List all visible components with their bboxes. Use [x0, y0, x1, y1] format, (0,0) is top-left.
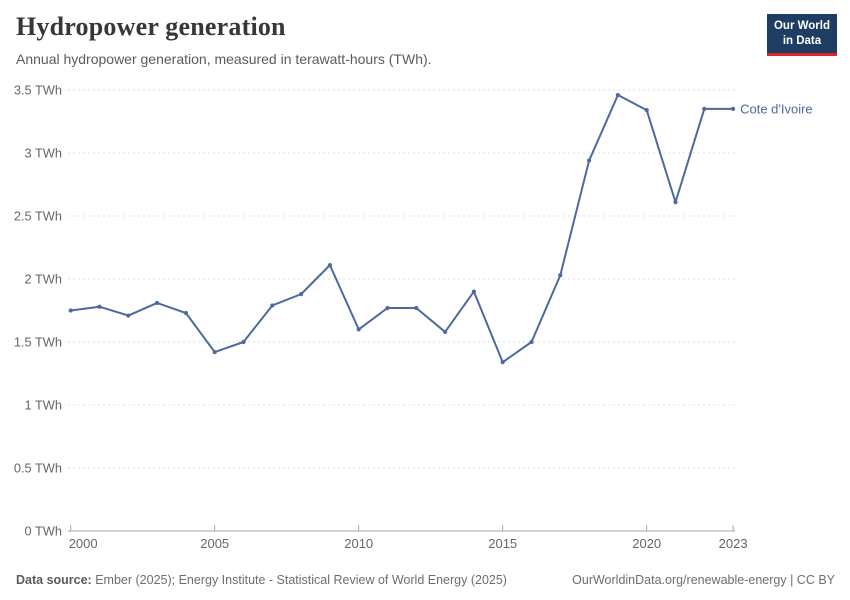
data-point-2004[interactable] [183, 310, 188, 316]
x-tick-label: 2023 [719, 536, 748, 551]
data-point-2011[interactable] [385, 305, 390, 311]
logo-line2: in Data [782, 34, 822, 47]
chart-title: Hydropower generation [16, 12, 286, 41]
x-tick-label: 2005 [200, 536, 229, 551]
y-tick-label: 0 TWh [25, 524, 62, 539]
series-label-cote-d-ivoire[interactable]: Cote d'Ivoire [740, 101, 813, 116]
data-point-2009[interactable] [327, 263, 332, 268]
logo-line1: Our World [773, 20, 830, 32]
data-point-2021[interactable] [673, 200, 678, 205]
data-point-2022[interactable] [702, 106, 707, 111]
data-source: Data source: Ember (2025); Energy Instit… [16, 573, 507, 587]
chart-footer: Data source: Ember (2025); Energy Instit… [16, 573, 835, 587]
x-tick-label: 2020 [632, 536, 661, 551]
x-tick-label: 2000 [69, 536, 98, 551]
data-point-2001[interactable] [97, 304, 102, 309]
owid-logo[interactable]: Our World in Data [766, 14, 837, 56]
data-point-2007[interactable] [270, 303, 275, 308]
series-line-cote-d-ivoire[interactable] [69, 94, 735, 364]
data-point-2020[interactable] [644, 108, 649, 113]
data-point-2013[interactable] [443, 329, 448, 335]
y-tick-label: 3.5 TWh [14, 83, 62, 98]
data-point-2010[interactable] [356, 327, 361, 332]
footer-link[interactable]: OurWorldinData.org/renewable-energy | CC… [572, 573, 835, 587]
data-point-2005[interactable] [212, 349, 217, 355]
y-tick-label: 1 TWh [25, 398, 62, 413]
data-point-2018[interactable] [587, 158, 592, 163]
y-tick-label: 2.5 TWh [14, 209, 62, 224]
data-point-2017[interactable] [558, 273, 563, 278]
chart-header: Hydropower generation Annual hydropower … [16, 12, 432, 67]
data-point-2000[interactable] [68, 308, 73, 313]
y-tick-label: 3 TWh [25, 146, 62, 161]
y-tick-label: 2 TWh [25, 272, 62, 287]
data-point-2015[interactable] [500, 360, 505, 365]
x-tick-label: 2010 [344, 536, 373, 551]
data-point-2002[interactable] [126, 313, 131, 318]
data-point-2012[interactable] [414, 305, 419, 311]
data-source-text: Ember (2025); Energy Institute - Statist… [95, 573, 507, 587]
data-point-2006[interactable] [241, 339, 246, 345]
data-source-label: Data source: [16, 573, 92, 587]
data-point-2008[interactable] [299, 292, 304, 297]
y-tick-label: 0.5 TWh [14, 461, 62, 476]
data-point-2019[interactable] [615, 92, 621, 98]
y-tick-label: 1.5 TWh [14, 335, 62, 350]
data-point-2003[interactable] [155, 300, 160, 306]
data-point-2023[interactable] [731, 106, 736, 111]
chart-subtitle: Annual hydropower generation, measured i… [16, 51, 432, 67]
data-point-2014[interactable] [471, 289, 476, 294]
x-tick-label: 2015 [488, 536, 517, 551]
data-point-2016[interactable] [529, 339, 534, 345]
